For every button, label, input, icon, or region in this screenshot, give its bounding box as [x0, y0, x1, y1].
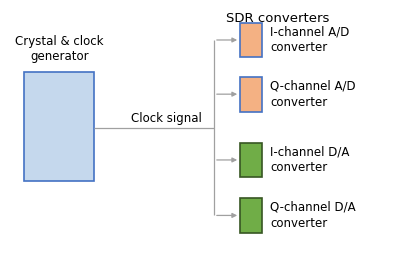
Text: I-channel D/A
converter: I-channel D/A converter — [270, 146, 349, 174]
Text: Q-channel A/D
converter: Q-channel A/D converter — [270, 80, 356, 109]
Bar — [24, 72, 94, 181]
Bar — [240, 142, 262, 178]
Text: I-channel A/D
converter: I-channel A/D converter — [270, 26, 349, 54]
Bar — [240, 77, 262, 111]
Bar — [240, 198, 262, 233]
Bar — [240, 23, 262, 58]
Text: Crystal & clock
generator: Crystal & clock generator — [15, 35, 104, 63]
Text: SDR converters: SDR converters — [226, 12, 330, 25]
Text: Q-channel D/A
converter: Q-channel D/A converter — [270, 201, 356, 230]
Text: Clock signal: Clock signal — [130, 112, 202, 125]
